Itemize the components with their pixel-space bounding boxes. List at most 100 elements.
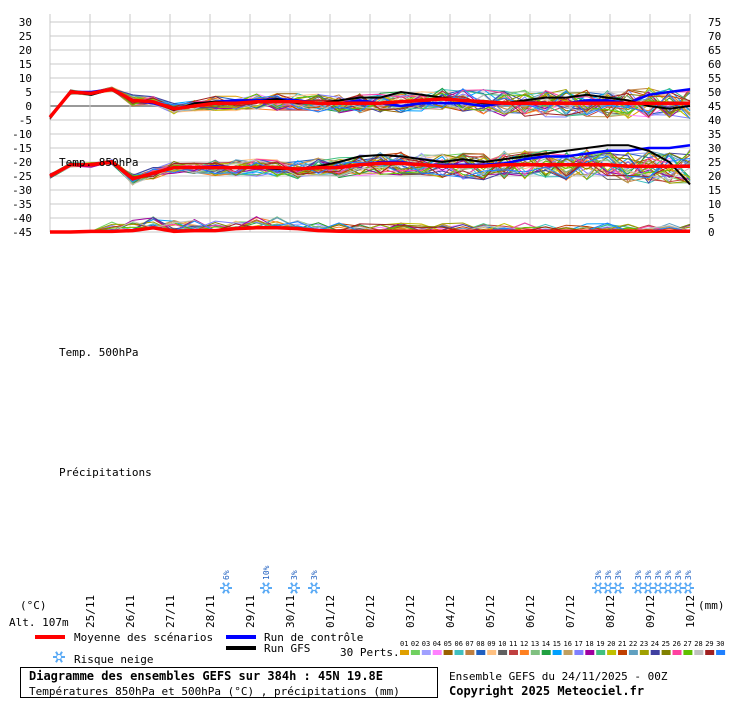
right-tick-label: 25 bbox=[708, 156, 721, 169]
pert-swatch bbox=[519, 650, 529, 655]
pert-swatch bbox=[607, 650, 617, 655]
pert-swatch bbox=[476, 650, 486, 655]
snowflake-icon bbox=[602, 582, 614, 594]
left-tick-label: 25 bbox=[19, 30, 32, 43]
right-axis-unit: (mm) bbox=[698, 599, 725, 612]
x-tick-label: 08/12 bbox=[604, 595, 617, 628]
right-tick-label: 65 bbox=[708, 44, 721, 57]
pert-number: 12 bbox=[520, 640, 528, 648]
left-tick-label: -25 bbox=[12, 170, 32, 183]
pert-swatch bbox=[672, 650, 682, 655]
right-tick-label: 0 bbox=[708, 226, 715, 239]
snowflake-center bbox=[665, 585, 671, 591]
left-axis-unit: (°C) bbox=[20, 599, 47, 612]
pert-number: 21 bbox=[618, 640, 626, 648]
pert-line-500 bbox=[49, 152, 691, 184]
snowflake-icon bbox=[220, 582, 232, 594]
snowflake-center bbox=[56, 654, 62, 660]
pert-number: 07 bbox=[465, 640, 473, 648]
snowflake-icon bbox=[632, 582, 644, 594]
right-tick-label: 75 bbox=[708, 16, 721, 29]
pert-swatch bbox=[530, 650, 540, 655]
footer-box: Diagramme des ensembles GEFS sur 384h : … bbox=[20, 667, 438, 698]
snow-risk-label: 3% bbox=[684, 570, 693, 580]
pert-swatch bbox=[705, 650, 715, 655]
snow-risk-label: 3% bbox=[674, 570, 683, 580]
pert-swatch bbox=[628, 650, 638, 655]
right-tick-label: 15 bbox=[708, 184, 721, 197]
x-tick-label: 30/11 bbox=[284, 595, 297, 628]
right-tick-label: 50 bbox=[708, 86, 721, 99]
pert-number: 27 bbox=[683, 640, 691, 648]
legend-perts-label: 30 Perts. bbox=[340, 646, 400, 659]
left-tick-label: 15 bbox=[19, 58, 32, 71]
snow-risk-label: 3% bbox=[310, 570, 319, 580]
pert-swatch bbox=[541, 650, 551, 655]
x-tick-label: 09/12 bbox=[644, 595, 657, 628]
run-info: Ensemble GEFS du 24/11/2025 - 00Z bbox=[449, 670, 668, 683]
snowflake-center bbox=[595, 585, 601, 591]
snowflake-icon bbox=[612, 582, 624, 594]
snow-risk-label: 3% bbox=[644, 570, 653, 580]
left-tick-label: 5 bbox=[25, 86, 32, 99]
right-tick-label: 5 bbox=[708, 212, 715, 225]
right-tick-label: 35 bbox=[708, 128, 721, 141]
x-axis-ticks: 25/11 26/11 27/11 28/11 29/11 30/11 01/12 02/12… bbox=[84, 595, 697, 628]
pert-number: 13 bbox=[531, 640, 539, 648]
x-tick-label: 04/12 bbox=[444, 595, 457, 628]
legend-mean-label: Moyenne des scénarios bbox=[74, 631, 213, 644]
left-tick-label: 20 bbox=[19, 44, 32, 57]
pert-number: 11 bbox=[509, 640, 517, 648]
snowflake-center bbox=[655, 585, 661, 591]
pert-number: 02 bbox=[411, 640, 419, 648]
snowflake-icon bbox=[308, 582, 320, 594]
pert-swatch bbox=[661, 650, 671, 655]
snowflake-icon bbox=[53, 651, 65, 663]
mean-line-850 bbox=[48, 87, 690, 119]
label-t500: Temp. 500hPa bbox=[59, 346, 138, 359]
x-tick-label: 07/12 bbox=[564, 595, 577, 628]
pert-number: 20 bbox=[607, 640, 615, 648]
pert-number: 15 bbox=[553, 640, 561, 648]
snow-risk-label: 3% bbox=[290, 570, 299, 580]
pert-number: 26 bbox=[673, 640, 681, 648]
snowflake-icon bbox=[592, 582, 604, 594]
snow-risk-label: 3% bbox=[614, 570, 623, 580]
snowflake-center bbox=[291, 585, 297, 591]
snowflake-center bbox=[615, 585, 621, 591]
x-tick-label: 01/12 bbox=[324, 595, 337, 628]
left-tick-label: -15 bbox=[12, 142, 32, 155]
pert-number: 30 bbox=[716, 640, 724, 648]
left-tick-label: 10 bbox=[19, 72, 32, 85]
right-tick-label: 60 bbox=[708, 58, 721, 71]
footer-title: Diagramme des ensembles GEFS sur 384h : … bbox=[29, 669, 384, 683]
left-tick-label: -45 bbox=[12, 226, 32, 239]
snowflake-center bbox=[605, 585, 611, 591]
label-t850: Temp. 850hPa bbox=[59, 156, 138, 169]
left-tick-label: 0 bbox=[25, 100, 32, 113]
panel-labels: Temp. 850hPa Temp. 500hPa Précipitations Al… bbox=[9, 156, 152, 629]
legend-snow-label: Risque neige bbox=[74, 653, 153, 666]
pert-swatch bbox=[585, 650, 595, 655]
x-tick-label: 29/11 bbox=[244, 595, 257, 628]
snowflake-icon bbox=[260, 582, 272, 594]
snowflake-center bbox=[223, 585, 229, 591]
pert-swatch bbox=[618, 650, 627, 655]
footer-subtitle: Températures 850hPa et 500hPa (°C) , pré… bbox=[29, 685, 400, 698]
snowflake-center bbox=[645, 585, 651, 591]
left-tick-label: -40 bbox=[12, 212, 32, 225]
snowflake-icon bbox=[672, 582, 684, 594]
pert-number: 03 bbox=[422, 640, 430, 648]
x-tick-label: 26/11 bbox=[124, 595, 137, 628]
pert-number: 01 bbox=[400, 640, 408, 648]
legend-gfs-label: Run GFS bbox=[264, 642, 310, 655]
x-tick-label: 06/12 bbox=[524, 595, 537, 628]
right-tick-label: 10 bbox=[708, 198, 721, 211]
legend: Moyenne des scénarios Run de contrôleRun … bbox=[35, 631, 726, 666]
altitude-label: Alt. 107m bbox=[9, 616, 69, 629]
pert-swatch bbox=[650, 650, 660, 655]
pert-number: 29 bbox=[705, 640, 713, 648]
pert-swatch bbox=[432, 650, 442, 655]
